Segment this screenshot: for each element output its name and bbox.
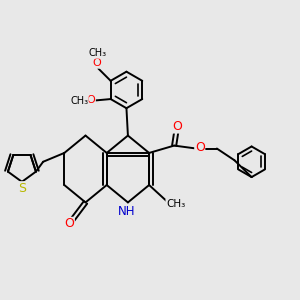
Text: CH₃: CH₃ [70, 95, 88, 106]
Text: NH: NH [118, 205, 135, 218]
Text: O: O [92, 58, 101, 68]
Text: O: O [86, 95, 95, 105]
Text: CH₃: CH₃ [166, 199, 185, 209]
Text: S: S [18, 182, 26, 195]
Text: O: O [64, 218, 74, 230]
Text: O: O [195, 141, 205, 154]
Text: O: O [172, 120, 182, 133]
Text: CH₃: CH₃ [88, 48, 106, 58]
